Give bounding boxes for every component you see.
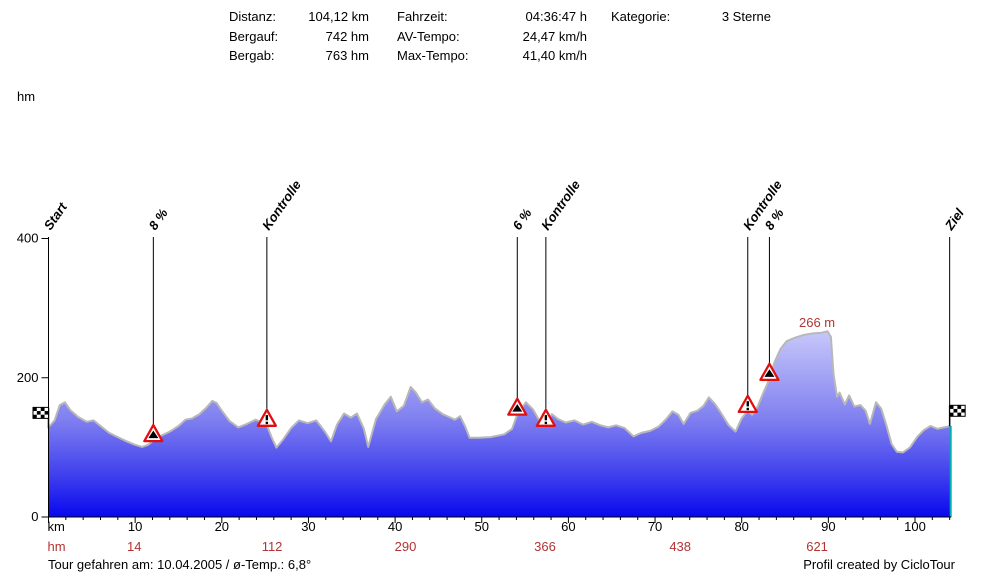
svg-text:50: 50 [475, 519, 489, 534]
stat-kategorie: Kategorie: 3 Sterne [611, 7, 771, 27]
svg-text:100: 100 [904, 519, 926, 534]
hm-row-value: 290 [395, 539, 417, 554]
stat-label: Kategorie: [611, 9, 671, 24]
marker-ziel: Ziel [941, 205, 967, 427]
marker-start: Start [32, 199, 71, 429]
marker-label: Start [41, 199, 71, 232]
svg-text:400: 400 [17, 231, 39, 246]
stats-column-distance: Distanz: 104,12 km Bergauf: 742 hm Berga… [229, 7, 369, 66]
tour-date-temp-note: Tour gefahren am: 10.04.2005 / ø-Temp.: … [48, 557, 312, 572]
marker-label: 6 % [509, 205, 534, 232]
hm-row-value: 112 [262, 539, 283, 554]
stats-column-speed: Fahrzeit: 04:36:47 h AV-Tempo: 24,47 km/… [397, 7, 587, 66]
marker-label: Kontrolle [259, 177, 304, 232]
hm-row-value: 14 [127, 539, 141, 554]
svg-text:10: 10 [128, 519, 142, 534]
stat-av-tempo: AV-Tempo: 24,47 km/h [397, 27, 587, 47]
stats-column-category: Kategorie: 3 Sterne [611, 7, 771, 27]
stat-fahrzeit: Fahrzeit: 04:36:47 h [397, 7, 587, 27]
stat-label: Fahrzeit: [397, 9, 448, 24]
hm-row-label: hm [48, 539, 66, 554]
start-flag-icon [32, 406, 50, 429]
stat-value: 763 hm [325, 48, 369, 63]
stat-value: 742 hm [325, 28, 369, 44]
marker-kontrolle-1: Kontrolle [256, 177, 304, 427]
marker-label: 8 % [146, 205, 171, 232]
svg-text:0: 0 [31, 509, 38, 524]
hm-row-value: 438 [669, 539, 691, 554]
stat-value: 24,47 km/h [522, 28, 587, 44]
stat-value: 3 Sterne [721, 9, 771, 24]
elevation-area [48, 331, 951, 517]
marker-label: Ziel [941, 205, 967, 233]
svg-text:200: 200 [17, 370, 39, 385]
hm-row-value: 621 [806, 539, 828, 554]
stat-value: 41,40 km/h [522, 48, 587, 63]
hm-row-value: 366 [534, 539, 556, 554]
stat-bergab: Bergab: 763 hm [229, 46, 369, 66]
svg-text:80: 80 [734, 519, 748, 534]
stat-label: Bergauf: [229, 28, 279, 44]
stat-label: Max-Tempo: [397, 48, 469, 63]
svg-text:90: 90 [821, 519, 835, 534]
marker-slope-1: 8 % [143, 205, 171, 443]
axis-tick-labels: 0 200 400 10 20 30 40 50 60 70 80 90 100 km [17, 231, 926, 535]
ciclotour-credit: Profil created by CicloTour [803, 557, 955, 572]
y-axis-unit-label: hm [17, 89, 36, 104]
stat-label: Distanz: [229, 9, 276, 24]
marker-label: Kontrolle [538, 177, 583, 232]
marker-kontrolle-2: Kontrolle [535, 177, 583, 427]
stat-label: AV-Tempo: [397, 28, 460, 44]
stat-label: Bergab: [229, 48, 275, 63]
svg-text:30: 30 [301, 519, 315, 534]
svg-text:60: 60 [561, 519, 575, 534]
stat-value: 04:36:47 h [525, 9, 587, 24]
finish-flag-icon [948, 404, 966, 427]
stat-value: 104,12 km [308, 9, 369, 24]
svg-text:20: 20 [215, 519, 229, 534]
peak-elevation-label: 266 m [799, 315, 835, 330]
marker-slope-2: 6 % [507, 205, 535, 416]
x-axis-unit-label: km [48, 519, 65, 534]
hm-row: hm 14 112 290 366 438 621 [48, 539, 828, 554]
stat-distanz: Distanz: 104,12 km [229, 7, 369, 27]
svg-text:70: 70 [648, 519, 662, 534]
stat-bergauf: Bergauf: 742 hm [229, 27, 369, 47]
svg-text:40: 40 [388, 519, 402, 534]
stat-max-tempo: Max-Tempo: 41,40 km/h [397, 46, 587, 66]
